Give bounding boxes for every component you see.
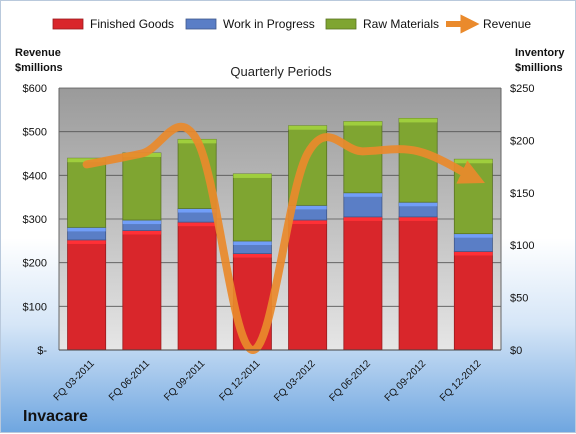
bar-fill xyxy=(177,221,217,351)
x-tick-label: FQ 03-2011 xyxy=(52,358,97,403)
bar-fill xyxy=(343,216,383,351)
bar-segment xyxy=(177,221,217,351)
legend-item: Revenue xyxy=(446,14,531,34)
bar-highlight xyxy=(67,158,106,163)
bar-segment xyxy=(67,226,107,241)
bar-segment xyxy=(288,219,328,351)
right-tick-label: $250 xyxy=(510,83,534,95)
bar-highlight xyxy=(288,205,327,210)
bar-fill xyxy=(122,230,162,351)
right-axis-label-line1: Inventory xyxy=(515,47,565,59)
bar-fill xyxy=(122,152,162,221)
bar-fill xyxy=(67,157,107,228)
bar-segment xyxy=(398,117,438,203)
bar-segment xyxy=(67,157,107,228)
left-axis-label-line1: Revenue xyxy=(15,47,61,59)
x-tick-label: FQ 06-2012 xyxy=(327,358,373,404)
company-name: Invacare xyxy=(23,408,88,425)
legend-swatch xyxy=(325,18,357,30)
x-tick-label: FQ 09-2012 xyxy=(383,358,429,404)
chart-title: Quarterly Periods xyxy=(230,64,332,79)
bar-highlight xyxy=(122,230,161,235)
legend-label: Work in Progress xyxy=(223,17,315,31)
right-tick-label: $0 xyxy=(510,345,522,357)
bar-fill xyxy=(232,173,272,242)
bar-highlight xyxy=(178,222,217,227)
left-axis-label-line2: $millions xyxy=(15,62,63,74)
bar-segment xyxy=(232,240,272,254)
bar-highlight xyxy=(454,251,493,256)
bar-highlight xyxy=(233,241,272,246)
bar-highlight xyxy=(233,253,272,258)
bar-fill xyxy=(453,251,493,351)
bar-highlight xyxy=(122,220,161,225)
bar-highlight xyxy=(233,173,272,178)
legend-item: Work in Progress xyxy=(185,17,315,31)
x-tick-label: FQ 03-2012 xyxy=(272,358,318,404)
legend-swatch xyxy=(52,18,84,30)
legend-item: Finished Goods xyxy=(52,17,174,31)
bar-fill xyxy=(343,121,383,194)
x-tick-label: FQ 06-2011 xyxy=(107,358,152,403)
right-tick-label: $200 xyxy=(510,135,534,147)
bar-segment xyxy=(232,173,272,242)
bar-highlight xyxy=(454,233,493,238)
right-axis-label-line2: $millions xyxy=(515,62,563,74)
x-tick-label: FQ 12-2012 xyxy=(438,358,484,404)
right-tick-label: $150 xyxy=(510,188,534,200)
bar-highlight xyxy=(178,208,217,213)
legend-label: Revenue xyxy=(483,17,531,31)
legend-item: Raw Materials xyxy=(325,17,439,31)
bar-segment xyxy=(122,152,162,221)
x-tick-label: FQ 09-2011 xyxy=(162,358,207,403)
bar-segment xyxy=(67,239,107,351)
bar-segment xyxy=(343,121,383,194)
bar-segment xyxy=(453,233,493,252)
left-tick-label: $- xyxy=(37,345,47,357)
revenue-line xyxy=(82,122,485,354)
bar-fill xyxy=(398,117,438,203)
bar-highlight xyxy=(67,227,106,232)
bar-segment xyxy=(122,219,162,231)
bar-fill xyxy=(67,239,107,351)
legend-swatch xyxy=(185,18,217,30)
bar-highlight xyxy=(399,118,438,123)
x-tick-label: FQ 12-2011 xyxy=(218,358,263,403)
bar-highlight xyxy=(67,239,106,244)
legend-label: Raw Materials xyxy=(363,17,439,31)
left-tick-label: $500 xyxy=(23,127,47,139)
bar-highlight xyxy=(343,192,382,197)
left-tick-label: $400 xyxy=(23,170,47,182)
bar-segment xyxy=(453,251,493,351)
right-tick-label: $50 xyxy=(510,293,528,305)
bar-highlight xyxy=(288,220,327,225)
left-tick-label: $100 xyxy=(23,301,47,313)
bar-segment xyxy=(122,230,162,351)
bar-highlight xyxy=(399,202,438,207)
bar-highlight xyxy=(288,125,327,130)
left-tick-label: $200 xyxy=(23,258,47,270)
legend-label: Finished Goods xyxy=(90,17,174,31)
left-tick-label: $300 xyxy=(23,214,47,226)
bar-fill xyxy=(343,192,383,218)
bar-segment xyxy=(343,192,383,218)
bar-segment xyxy=(398,201,438,218)
bar-segment xyxy=(177,208,217,223)
bar-segment xyxy=(398,216,438,351)
bar-highlight xyxy=(343,121,382,126)
bar-highlight xyxy=(454,159,493,164)
bar-fill xyxy=(288,219,328,351)
bar-fill xyxy=(398,216,438,351)
bar-highlight xyxy=(343,216,382,221)
bar-segment xyxy=(343,216,383,351)
right-tick-label: $100 xyxy=(510,240,534,252)
left-tick-label: $600 xyxy=(23,83,47,95)
bar-highlight xyxy=(399,216,438,221)
